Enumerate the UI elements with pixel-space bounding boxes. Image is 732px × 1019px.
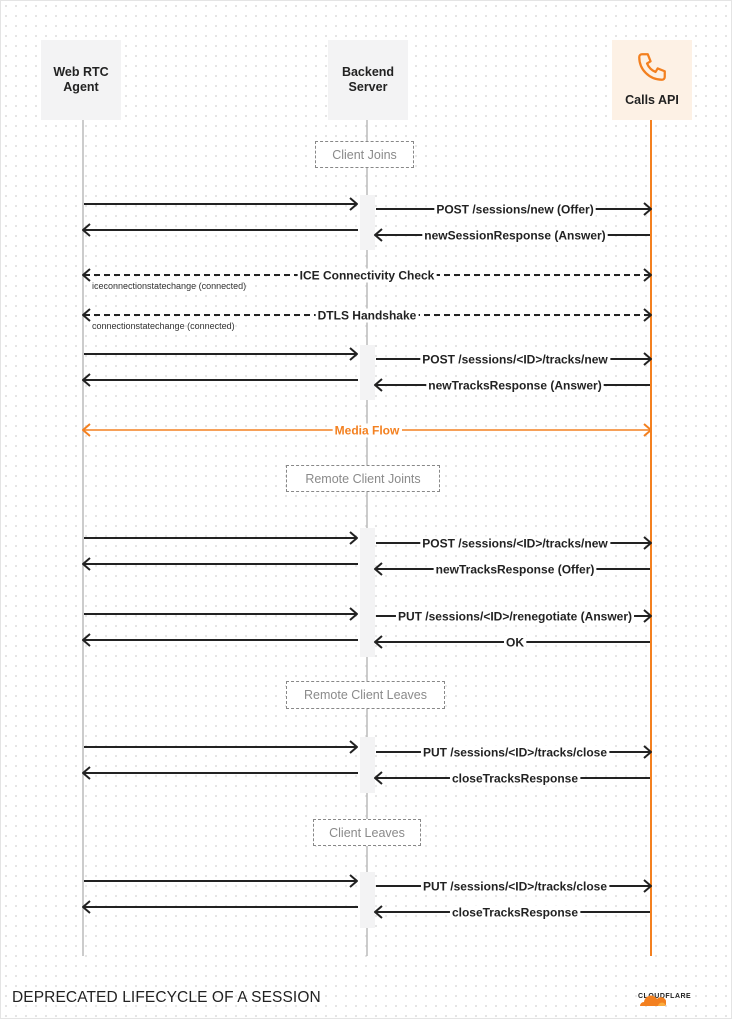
cloud-icon	[640, 995, 666, 1006]
label-background	[297, 268, 437, 283]
group-remote-client-joins: Remote Client Joints	[286, 465, 440, 492]
arrowhead-icon	[643, 536, 652, 550]
label-background	[504, 635, 527, 650]
label-background	[332, 423, 402, 438]
arrowhead-icon	[643, 423, 652, 437]
arrowhead-icon	[643, 308, 652, 322]
activation-bar	[360, 737, 375, 793]
message-label: ICE Connectivity Check	[300, 269, 435, 283]
message-label: newSessionResponse (Answer)	[424, 229, 605, 243]
arrowhead-icon	[374, 771, 383, 785]
arrowhead-icon	[643, 268, 652, 282]
phone-icon	[638, 53, 666, 81]
activation-bar	[360, 872, 375, 928]
cloudflare-logo: CLOUDFLARE	[638, 993, 692, 1006]
arrowhead-icon	[374, 562, 383, 576]
label-background	[315, 308, 419, 323]
arrowhead-icon	[82, 557, 91, 571]
arrowhead-icon	[82, 223, 91, 237]
arrowhead-icon	[643, 202, 652, 216]
arrowhead-icon	[643, 609, 652, 623]
group-client-leaves: Client Leaves	[313, 819, 421, 846]
actor-label: Web RTC	[53, 65, 109, 79]
message-label: closeTracksResponse	[452, 906, 578, 920]
arrowhead-icon	[643, 352, 652, 366]
message-label: Media Flow	[335, 424, 400, 438]
label-background	[449, 905, 581, 920]
message-note: connectionstatechange (connected)	[92, 321, 235, 331]
arrowhead-icon	[643, 745, 652, 759]
label-background	[433, 562, 597, 577]
label-background	[434, 202, 596, 217]
message-label: DTLS Handshake	[318, 309, 417, 323]
message-label: POST /sessions/<ID>/tracks/new	[422, 537, 608, 551]
message-label: newTracksResponse (Answer)	[428, 379, 601, 393]
label-background	[426, 378, 604, 393]
arrowhead-icon	[349, 531, 358, 545]
label-background	[420, 536, 611, 551]
message-label: PUT /sessions/<ID>/tracks/close	[423, 746, 607, 760]
message-note: iceconnectionstatechange (connected)	[92, 281, 246, 291]
arrowhead-icon	[643, 879, 652, 893]
diagram-title: DEPRECATED LIFECYCLE OF A SESSION	[12, 989, 321, 1006]
arrowhead-icon	[82, 423, 91, 437]
arrowhead-icon	[82, 373, 91, 387]
message-label: PUT /sessions/<ID>/tracks/close	[423, 880, 607, 894]
arrowhead-icon	[349, 347, 358, 361]
actor-calls-api: Calls API	[612, 40, 692, 120]
label-background	[449, 771, 581, 786]
arrowhead-icon	[82, 766, 91, 780]
actor-label: Calls API	[625, 93, 679, 107]
arrowhead-icon	[349, 607, 358, 621]
message-label: POST /sessions/<ID>/tracks/new	[422, 353, 608, 367]
label-background	[395, 609, 635, 624]
arrowhead-icon	[374, 905, 383, 919]
actor-label: Server	[348, 80, 388, 94]
arrowhead-icon	[374, 378, 383, 392]
activation-bar	[360, 528, 375, 657]
message-label: POST /sessions/new (Offer)	[436, 203, 593, 217]
message-label: closeTracksResponse	[452, 772, 578, 786]
actor-label: Agent	[63, 80, 99, 94]
activation-bar	[360, 345, 375, 400]
group-remote-client-leaves: Remote Client Leaves	[286, 681, 445, 709]
label-background	[420, 745, 610, 760]
actor-label: Backend	[341, 65, 395, 79]
arrowhead-icon	[82, 268, 91, 282]
arrowhead-icon	[349, 740, 358, 754]
arrowhead-icon	[374, 228, 383, 242]
arrowhead-icon	[349, 874, 358, 888]
arrowhead-icon	[374, 635, 383, 649]
message-label: PUT /sessions/<ID>/renegotiate (Answer)	[398, 610, 632, 624]
logo-text: CLOUDFLARE	[638, 993, 692, 1000]
label-background	[422, 228, 608, 243]
arrowhead-icon	[82, 900, 91, 914]
label-background	[420, 352, 611, 367]
arrowhead-icon	[82, 308, 91, 322]
message-label: newTracksResponse (Offer)	[436, 563, 595, 577]
arrowhead-icon	[82, 633, 91, 647]
group-client-joins: Client Joins	[315, 141, 414, 168]
label-background	[420, 879, 610, 894]
actor-backend-server: Backend Server	[328, 40, 408, 120]
actor-webrtc-agent: Web RTC Agent	[41, 40, 121, 120]
message-label: OK	[506, 636, 524, 650]
arrowhead-icon	[349, 197, 358, 211]
activation-bar	[360, 195, 375, 250]
